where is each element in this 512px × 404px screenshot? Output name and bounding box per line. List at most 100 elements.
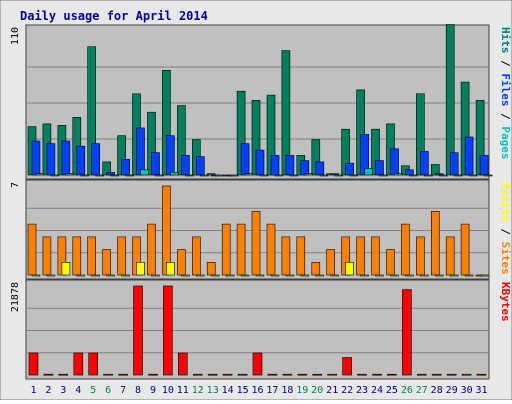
bar-sites-day-15: [236, 223, 246, 276]
bar-sites-day-7: [117, 236, 126, 276]
bar-pages-day-16: [259, 174, 269, 177]
bar-kbytes-day-9: [148, 373, 158, 376]
bar-visits-day-15: [240, 274, 250, 277]
bar-files-day-25: [390, 148, 399, 176]
bar-files-day-1: [31, 140, 41, 176]
x-tick-label: 3: [60, 385, 66, 396]
bar-pages-day-2: [50, 174, 60, 177]
x-tick-label: 9: [150, 385, 156, 396]
x-tick-label: 21: [326, 385, 338, 396]
bar-kbytes-day-14: [222, 373, 233, 376]
series-legend-label: KBytes: [499, 282, 512, 322]
bar-files-day-20: [315, 161, 325, 176]
bar-pages-day-5: [95, 174, 104, 177]
bar-sites-day-23: [356, 236, 365, 276]
panel-hits-files-pages: 110 Hits / Files / Pages: [10, 24, 512, 180]
bar-pages-day-15: [244, 173, 254, 176]
bar-kbytes-day-21: [327, 373, 338, 376]
bar-pages-day-17: [274, 174, 284, 177]
legend-separator: /: [499, 54, 512, 74]
bar-pages-day-11: [185, 174, 194, 177]
x-tick-label: 8: [135, 385, 141, 396]
bar-files-day-5: [91, 143, 100, 176]
bar-kbytes-day-29: [446, 373, 457, 376]
bar-files-day-30: [464, 136, 474, 176]
bar-pages-day-31: [483, 174, 493, 177]
bar-sites-day-26: [401, 223, 410, 276]
panel-background: [25, 279, 490, 380]
bar-kbytes-day-16: [252, 352, 263, 376]
chart-title: Daily usage for April 2014: [20, 9, 208, 23]
bar-sites-day-24: [371, 236, 380, 276]
bar-kbytes-day-26: [402, 289, 412, 376]
bar-visits-day-17: [270, 274, 280, 277]
bar-pages-day-24: [379, 174, 388, 177]
bar-sites-day-28: [430, 211, 440, 276]
bar-pages-day-20: [319, 174, 329, 177]
bar-kbytes-day-18: [282, 373, 293, 376]
bar-files-day-19: [300, 160, 310, 176]
bar-kbytes-day-4: [73, 352, 84, 376]
panel-kbytes: 21878 KBytes: [10, 279, 512, 380]
bar-visits-day-1: [31, 274, 41, 277]
series-files: [31, 127, 489, 177]
bar-sites-day-30: [460, 223, 470, 276]
x-tick-label: 1: [30, 385, 36, 396]
bar-visits-day-10: [166, 261, 175, 276]
series-kbytes: [28, 285, 487, 376]
bar-kbytes-day-10: [163, 285, 173, 376]
x-tick-label: 19: [296, 385, 308, 396]
x-tick-label: 12: [192, 385, 204, 396]
bar-visits-day-24: [375, 274, 384, 277]
bar-pages-day-14: [229, 174, 239, 177]
bar-kbytes-day-31: [476, 373, 487, 376]
bar-files-day-26: [405, 169, 414, 176]
bar-pages-day-6: [110, 174, 119, 177]
bar-kbytes-day-23: [357, 373, 367, 376]
legend-separator: /: [499, 107, 512, 127]
bar-sites-day-20: [311, 261, 321, 276]
bar-files-day-6: [106, 172, 115, 176]
y-axis-max-label: 110: [10, 27, 21, 45]
bar-visits-day-16: [255, 274, 265, 277]
x-tick-label: 4: [75, 385, 81, 396]
bar-pages-day-19: [304, 173, 314, 176]
bar-sites-day-10: [162, 185, 171, 276]
bar-sites-day-18: [281, 236, 291, 276]
bar-kbytes-day-20: [312, 373, 323, 376]
bar-kbytes-day-19: [297, 373, 308, 376]
bar-sites-day-27: [415, 236, 425, 276]
bar-sites-day-9: [147, 223, 156, 276]
bar-visits-day-6: [106, 274, 115, 277]
series-visits: [31, 261, 489, 277]
x-tick-label: 2: [45, 385, 51, 396]
x-tick-label: 29: [446, 385, 458, 396]
x-tick-label: 23: [356, 385, 368, 396]
bar-pages-day-4: [80, 174, 90, 177]
legend-files: Files: [499, 73, 512, 106]
panel-visits-sites: 7 Visits / Sites: [10, 179, 512, 280]
legend-visits: Visits: [499, 182, 512, 222]
bar-pages-day-26: [409, 174, 418, 177]
bar-visits-day-14: [225, 274, 235, 277]
bar-kbytes-day-13: [207, 373, 218, 376]
bar-pages-day-13: [214, 174, 224, 177]
x-axis: 1 2 3 4 5 6 7 8 9 10 11 12 13 14 15 16 17 18 19 20 21 22 23 24 2…: [30, 385, 487, 396]
y-axis-max-label: 21878: [10, 282, 21, 312]
legend-kbytes: KBytes: [499, 282, 512, 322]
x-tick-label: 26: [401, 385, 413, 396]
bar-files-day-24: [375, 160, 384, 176]
bar-visits-day-2: [46, 274, 56, 277]
bar-pages-day-3: [65, 173, 75, 176]
bar-sites-day-19: [296, 236, 306, 276]
bar-sites-day-16: [251, 211, 261, 276]
bar-pages-day-18: [289, 174, 299, 177]
bar-visits-day-28: [434, 274, 444, 277]
bar-visits-day-12: [196, 274, 205, 277]
x-tick-label: 31: [475, 385, 487, 396]
bar-files-day-2: [46, 143, 56, 176]
bar-files-day-18: [285, 155, 295, 176]
bar-visits-day-18: [285, 274, 295, 277]
bar-sites-day-1: [27, 223, 37, 276]
